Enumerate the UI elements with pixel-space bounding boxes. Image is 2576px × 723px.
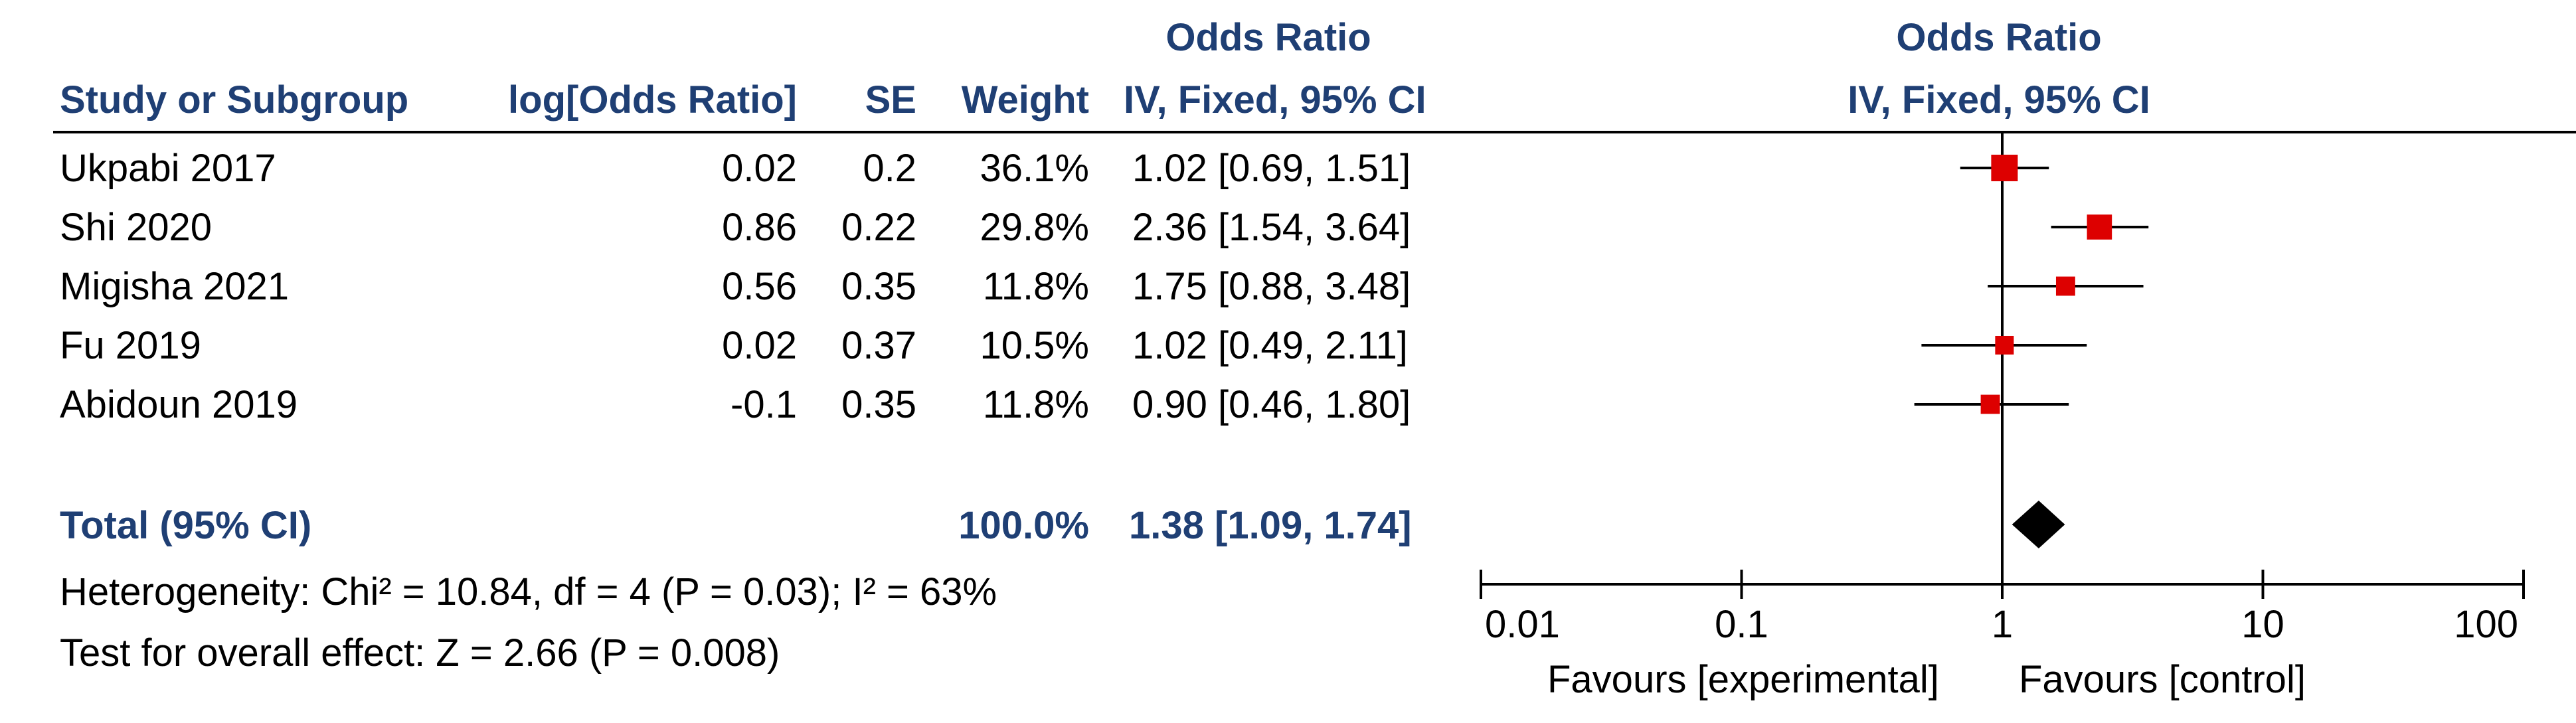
study-se: 0.35 [841, 383, 916, 426]
study-log-or: -0.1 [730, 383, 797, 426]
odds-ratio-column-group-label: Odds Ratio [1165, 16, 1371, 59]
plot-method-header: IV, Fixed, 95% CI [1847, 78, 2150, 121]
overall-effect-stat: Test for overall effect: Z = 2.66 (P = 0… [60, 631, 780, 675]
study-weight: 10.5% [980, 324, 1089, 367]
total-label: Total (95% CI) [60, 504, 312, 547]
study-se: 0.22 [841, 206, 916, 249]
x-axis-tick-label: 0.01 [1485, 603, 1560, 646]
study-se: 0.37 [841, 324, 916, 367]
study-point-estimate [2055, 276, 2075, 296]
study-name: Abidoun 2019 [60, 383, 298, 426]
study-point-estimate [1995, 335, 2014, 355]
study-log-or: 0.86 [722, 206, 797, 249]
x-axis-tick-label: 10 [2241, 603, 2284, 646]
study-log-or: 0.02 [722, 147, 797, 190]
heterogeneity-stat: Heterogeneity: Chi² = 10.84, df = 4 (P =… [60, 570, 997, 613]
favours-left-label: Favours [experimental] [1547, 658, 1939, 701]
se-column-header: SE [865, 78, 916, 121]
study-point-estimate [1980, 394, 2000, 414]
weight-column-header: Weight [961, 78, 1089, 121]
favours-right-label: Favours [control] [2019, 658, 2306, 701]
header-rule [53, 131, 2576, 133]
study-weight: 29.8% [980, 206, 1089, 249]
study-name: Migisha 2021 [60, 265, 289, 308]
pooled-estimate-diamond [2012, 501, 2065, 548]
study-name: Shi 2020 [60, 206, 212, 249]
x-axis-tick-label: 1 [1992, 603, 2013, 646]
study-ci-text: 2.36 [1.54, 3.64] [1132, 206, 1411, 249]
total-ci-text: 1.38 [1.09, 1.74] [1129, 504, 1412, 547]
study-se: 0.35 [841, 265, 916, 308]
study-se: 0.2 [863, 147, 916, 190]
study-ci-text: 1.75 [0.88, 3.48] [1132, 265, 1411, 308]
study-log-or: 0.02 [722, 324, 797, 367]
study-point-estimate [1991, 155, 2018, 181]
plot-group-label: Odds Ratio [1896, 16, 2102, 59]
x-axis-tick-label: 0.1 [1715, 603, 1768, 646]
study-name: Ukpabi 2017 [60, 147, 276, 190]
total-weight: 100.0% [958, 504, 1089, 547]
study-weight: 11.8% [982, 265, 1089, 308]
log-or-column-header: log[Odds Ratio] [508, 78, 797, 121]
study-ci-text: 1.02 [0.49, 2.11] [1132, 324, 1408, 367]
study-weight: 11.8% [982, 383, 1089, 426]
study-column-header: Study or Subgroup [60, 78, 409, 121]
study-weight: 36.1% [980, 147, 1089, 190]
study-point-estimate [2087, 214, 2112, 240]
study-log-or: 0.56 [722, 265, 797, 308]
study-ci-text: 1.02 [0.69, 1.51] [1132, 147, 1411, 190]
study-name: Fu 2019 [60, 324, 201, 367]
x-axis-tick-label: 100 [2454, 603, 2518, 646]
study-ci-text: 0.90 [0.46, 1.80] [1132, 383, 1411, 426]
ci-column-header: IV, Fixed, 95% CI [1124, 78, 1426, 121]
